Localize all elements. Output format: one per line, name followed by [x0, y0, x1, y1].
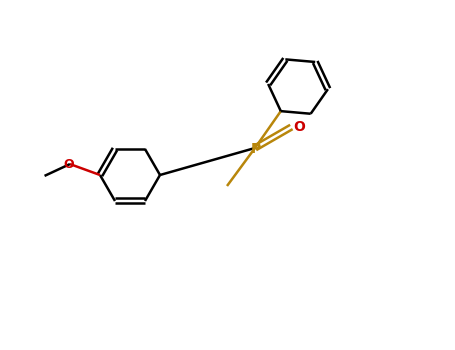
Text: P: P [251, 142, 261, 156]
Text: O: O [293, 120, 305, 134]
Text: O: O [64, 158, 74, 170]
